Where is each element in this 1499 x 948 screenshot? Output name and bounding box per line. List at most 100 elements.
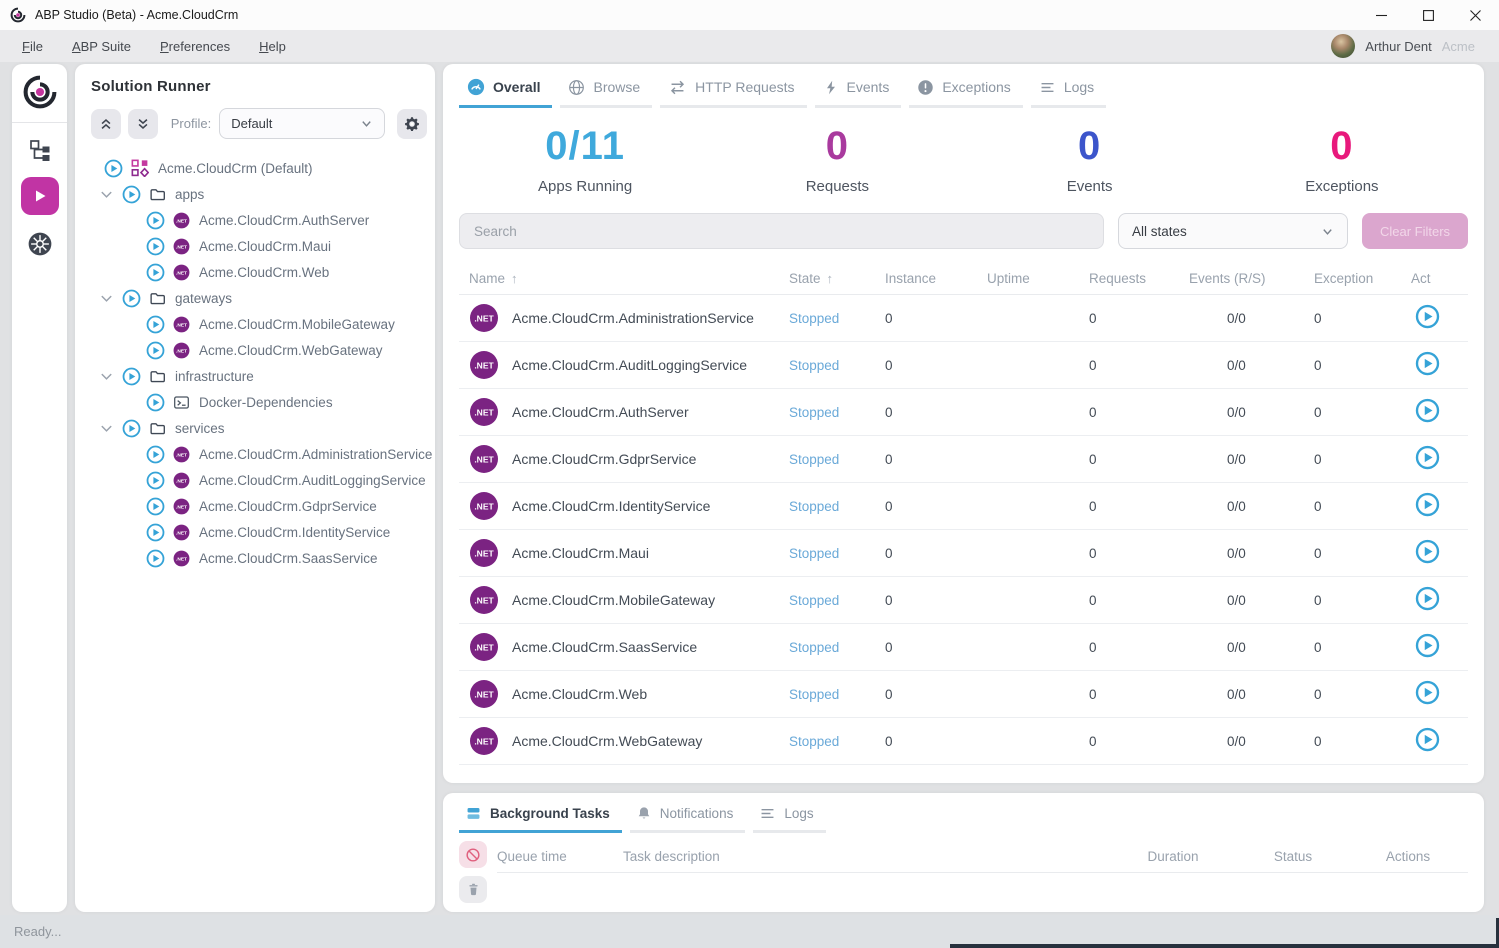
collapse-all-button[interactable] <box>91 108 121 139</box>
run-app-icon[interactable] <box>146 263 165 282</box>
minimize-button[interactable] <box>1358 0 1405 30</box>
svg-text:.NET: .NET <box>474 502 494 512</box>
run-group-icon[interactable] <box>122 185 141 204</box>
bottom-tab-background-tasks[interactable]: Background Tasks <box>459 801 622 833</box>
tree-row-acme-cloudcrm-saasservice[interactable]: .NET Acme.CloudCrm.SaasService <box>91 545 427 571</box>
table-row-acme-cloudcrm-mobilegateway[interactable]: .NET Acme.CloudCrm.MobileGateway Stopped… <box>459 577 1468 624</box>
tree-row-acme-cloudcrm-authserver[interactable]: .NET Acme.CloudCrm.AuthServer <box>91 207 427 233</box>
tree-row-gateways[interactable]: gateways <box>91 285 427 311</box>
chevron-down-icon[interactable] <box>99 187 114 202</box>
header-cell-requests[interactable]: Requests <box>1089 271 1189 286</box>
tree-row-apps[interactable]: apps <box>91 181 427 207</box>
tab-browse[interactable]: Browse <box>560 76 653 108</box>
run-group-icon[interactable] <box>122 367 141 386</box>
start-service-button[interactable] <box>1415 492 1440 517</box>
menu-item-preferences[interactable]: Preferences <box>160 38 231 54</box>
state-filter-select[interactable]: All states <box>1118 213 1348 249</box>
start-service-button[interactable] <box>1415 304 1440 329</box>
header-cell-exception[interactable]: Exception <box>1314 271 1411 286</box>
tab-exceptions[interactable]: Exceptions <box>909 76 1023 108</box>
run-group-icon[interactable] <box>122 419 141 438</box>
tree-row-acme-cloudcrm-maui[interactable]: .NET Acme.CloudCrm.Maui <box>91 233 427 259</box>
start-service-button[interactable] <box>1415 680 1440 705</box>
bottom-tab-logs[interactable]: Logs <box>753 801 826 833</box>
start-service-button[interactable] <box>1415 633 1440 658</box>
table-row-acme-cloudcrm-maui[interactable]: .NET Acme.CloudCrm.Maui Stopped 0 0 0/0 … <box>459 530 1468 577</box>
solution-runner-button[interactable] <box>20 177 59 215</box>
table-row-acme-cloudcrm-administrationservice[interactable]: .NET Acme.CloudCrm.AdministrationService… <box>459 295 1468 342</box>
run-app-icon[interactable] <box>146 471 165 490</box>
bottom-tab-notifications[interactable]: Notifications <box>629 801 746 833</box>
run-app-icon[interactable] <box>146 211 165 230</box>
table-row-acme-cloudcrm-saasservice[interactable]: .NET Acme.CloudCrm.SaasService Stopped 0… <box>459 624 1468 671</box>
tab-http-requests[interactable]: HTTP Requests <box>660 76 807 108</box>
header-cell-act[interactable]: Act <box>1411 271 1468 286</box>
run-app-icon[interactable] <box>146 237 165 256</box>
run-app-icon[interactable] <box>146 445 165 464</box>
header-cell-name[interactable]: Name ↑ <box>469 271 789 286</box>
search-input[interactable] <box>459 213 1104 249</box>
close-button[interactable] <box>1452 0 1499 30</box>
table-row-acme-cloudcrm-identityservice[interactable]: .NET Acme.CloudCrm.IdentityService Stopp… <box>459 483 1468 530</box>
chevron-down-icon[interactable] <box>99 369 114 384</box>
run-app-icon[interactable] <box>146 523 165 542</box>
start-service-button[interactable] <box>1415 586 1440 611</box>
tree-row-docker-dependencies[interactable]: Docker-Dependencies <box>91 389 427 415</box>
run-group-icon[interactable] <box>122 289 141 308</box>
menu-item-help[interactable]: Help <box>259 38 286 54</box>
header-cell-events-r-s[interactable]: Events (R/S) <box>1189 271 1314 286</box>
start-service-button[interactable] <box>1415 539 1440 564</box>
header-cell-uptime[interactable]: Uptime <box>987 271 1089 286</box>
dotnet-icon: .NET <box>173 212 190 229</box>
tree-row-acme-cloudcrm-identityservice[interactable]: .NET Acme.CloudCrm.IdentityService <box>91 519 427 545</box>
header-cell-instance[interactable]: Instance <box>885 271 987 286</box>
user-menu[interactable]: Arthur Dent Acme <box>1331 34 1475 58</box>
service-name: Acme.CloudCrm.IdentityService <box>512 498 711 514</box>
run-all-icon[interactable] <box>104 159 123 178</box>
menu-item-file[interactable]: File <box>22 38 43 54</box>
run-app-icon[interactable] <box>146 315 165 334</box>
maximize-button[interactable] <box>1405 0 1452 30</box>
table-row-acme-cloudcrm-webgateway[interactable]: .NET Acme.CloudCrm.WebGateway Stopped 0 … <box>459 718 1468 765</box>
start-service-button[interactable] <box>1415 727 1440 752</box>
user-name: Arthur Dent <box>1365 38 1432 54</box>
clear-filters-button[interactable]: Clear Filters <box>1362 213 1468 249</box>
start-service-button[interactable] <box>1415 445 1440 470</box>
expand-all-button[interactable] <box>127 108 158 139</box>
header-cell-state[interactable]: State ↑ <box>789 271 885 286</box>
tree-row-acme-cloudcrm-gdprservice[interactable]: .NET Acme.CloudCrm.GdprService <box>91 493 427 519</box>
runner-settings-button[interactable] <box>397 108 427 139</box>
service-state: Stopped <box>789 310 840 326</box>
tab-events[interactable]: Events <box>814 76 902 108</box>
table-row-acme-cloudcrm-gdprservice[interactable]: .NET Acme.CloudCrm.GdprService Stopped 0… <box>459 436 1468 483</box>
profile-select[interactable]: Default <box>219 108 386 139</box>
tree-row-acme-cloudcrm-web[interactable]: .NET Acme.CloudCrm.Web <box>91 259 427 285</box>
run-app-icon[interactable] <box>146 393 165 412</box>
svg-text:.NET: .NET <box>176 348 187 354</box>
tree-row-acme-cloudcrm-administrationservice[interactable]: .NET Acme.CloudCrm.AdministrationService <box>91 441 432 467</box>
tree-row-infrastructure[interactable]: infrastructure <box>91 363 427 389</box>
tab-logs[interactable]: Logs <box>1030 76 1107 108</box>
run-app-icon[interactable] <box>146 497 165 516</box>
tree-row-acme-cloudcrm-mobilegateway[interactable]: .NET Acme.CloudCrm.MobileGateway <box>91 311 427 337</box>
run-app-icon[interactable] <box>146 341 165 360</box>
table-row-acme-cloudcrm-web[interactable]: .NET Acme.CloudCrm.Web Stopped 0 0 0/0 0 <box>459 671 1468 718</box>
tree-row-acme-cloudcrm-webgateway[interactable]: .NET Acme.CloudCrm.WebGateway <box>91 337 427 363</box>
chevron-down-icon[interactable] <box>99 291 114 306</box>
header-label: Uptime <box>987 271 1030 286</box>
chevron-down-icon[interactable] <box>99 421 114 436</box>
tab-overall[interactable]: Overall <box>459 76 553 108</box>
menu-item-abp-suite[interactable]: ABP Suite <box>71 38 131 54</box>
run-app-icon[interactable] <box>146 549 165 568</box>
table-row-acme-cloudcrm-authserver[interactable]: .NET Acme.CloudCrm.AuthServer Stopped 0 … <box>459 389 1468 436</box>
start-service-button[interactable] <box>1415 351 1440 376</box>
kubernetes-button[interactable] <box>27 231 53 257</box>
clear-tasks-button[interactable] <box>459 876 487 903</box>
tree-row-acme-cloudcrm-auditloggingservice[interactable]: .NET Acme.CloudCrm.AuditLoggingService <box>91 467 427 493</box>
tree-row-services[interactable]: services <box>91 415 427 441</box>
solution-explorer-button[interactable] <box>29 139 51 161</box>
table-row-acme-cloudcrm-auditloggingservice[interactable]: .NET Acme.CloudCrm.AuditLoggingService S… <box>459 342 1468 389</box>
cancel-tasks-button[interactable] <box>459 841 487 868</box>
start-service-button[interactable] <box>1415 398 1440 423</box>
tree-row-solution-root[interactable]: Acme.CloudCrm (Default) <box>91 155 427 181</box>
